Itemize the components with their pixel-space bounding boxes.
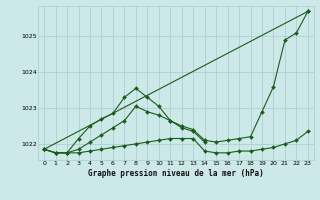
- X-axis label: Graphe pression niveau de la mer (hPa): Graphe pression niveau de la mer (hPa): [88, 169, 264, 178]
